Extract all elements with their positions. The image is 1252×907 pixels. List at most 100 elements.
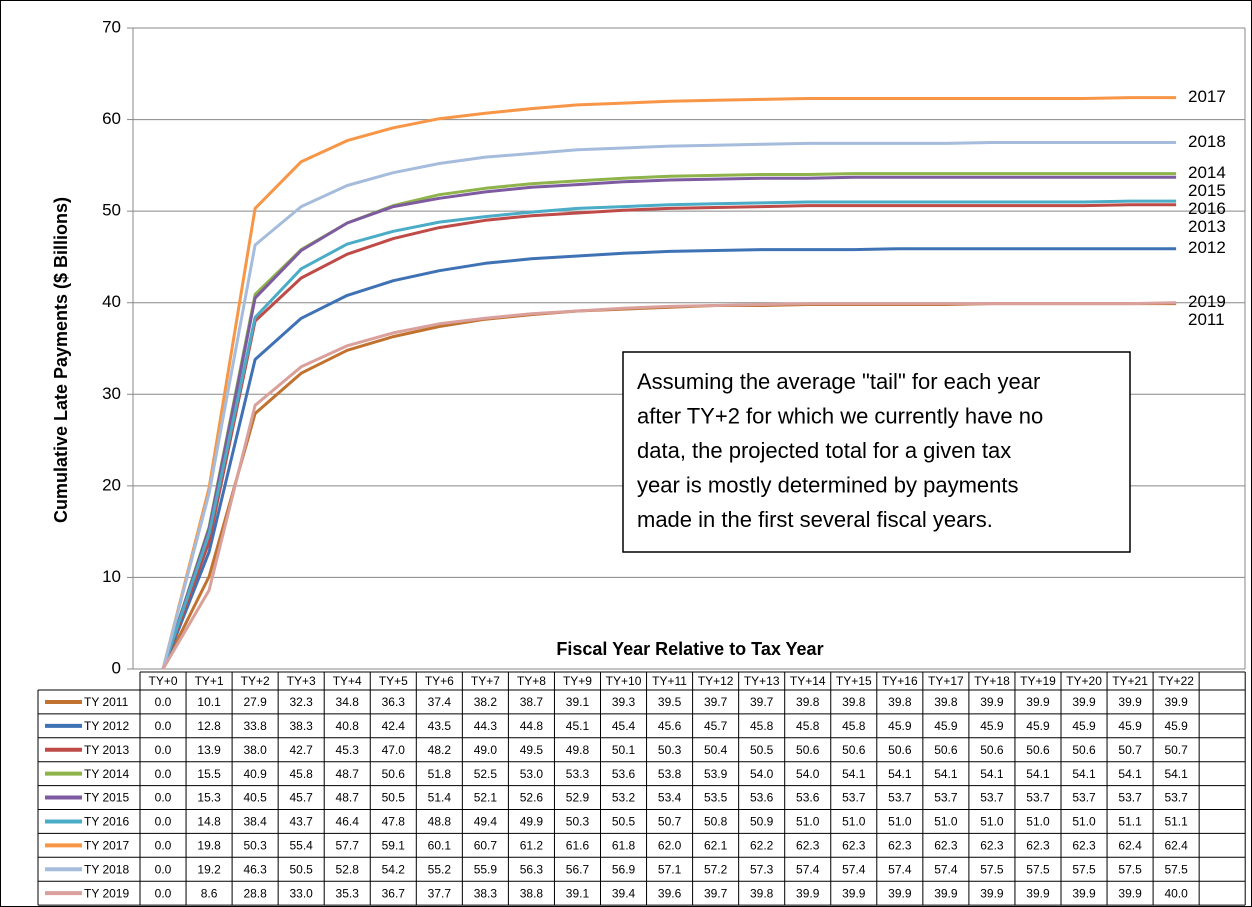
table-cell: 57.5 [980, 862, 1004, 876]
table-cell: 54.2 [382, 862, 406, 876]
table-cell: 50.1 [612, 743, 636, 757]
table-cell: 54.1 [1164, 767, 1188, 781]
table-cell: 51.1 [1118, 815, 1142, 829]
table-cell: 61.6 [566, 839, 590, 853]
table-cell: 49.9 [520, 815, 544, 829]
table-cell: 39.9 [1118, 886, 1142, 900]
table-cell: 47.8 [382, 815, 406, 829]
table-cell: 45.8 [750, 719, 774, 733]
table-cell: 62.3 [888, 839, 912, 853]
table-cell: 40.8 [336, 719, 360, 733]
table-cell: 39.9 [1118, 695, 1142, 709]
table-cell: 45.9 [980, 719, 1004, 733]
table-cell: 48.7 [336, 767, 360, 781]
table-cell: 53.7 [1072, 791, 1096, 805]
table-cell: 51.0 [980, 815, 1004, 829]
table-cell: 53.2 [612, 791, 636, 805]
table-cell: 38.3 [289, 719, 313, 733]
table-cell: 62.2 [750, 839, 774, 853]
table-cell: 57.5 [1118, 862, 1142, 876]
table-cell: 52.9 [566, 791, 590, 805]
legend-label: TY 2018 [84, 862, 129, 876]
table-cell: 53.6 [796, 791, 820, 805]
y-tick-label: 50 [102, 201, 121, 220]
table-cell: 39.1 [566, 695, 590, 709]
table-cell: 57.5 [1026, 862, 1050, 876]
x-tick-label: TY+2 [241, 674, 270, 688]
table-cell: 53.7 [1118, 791, 1142, 805]
table-cell: 13.9 [197, 743, 221, 757]
table-cell: 39.9 [796, 886, 820, 900]
x-axis-label: Fiscal Year Relative to Tax Year [556, 639, 823, 659]
table-cell: 45.8 [842, 719, 866, 733]
table-cell: 45.3 [336, 743, 360, 757]
table-cell: 38.7 [520, 695, 544, 709]
table-cell: 59.1 [382, 839, 406, 853]
legend-label: TY 2017 [84, 839, 129, 853]
x-tick-label: TY+22 [1158, 674, 1194, 688]
table-cell: 51.1 [1164, 815, 1188, 829]
annotation-line: made in the first several fiscal years. [637, 507, 993, 532]
table-cell: 53.6 [612, 767, 636, 781]
table-cell: 50.6 [842, 743, 866, 757]
end-label: 2018 [1188, 132, 1226, 151]
x-tick-label: TY+6 [425, 674, 454, 688]
table-cell: 45.9 [888, 719, 912, 733]
table-cell: 19.2 [197, 862, 221, 876]
table-cell: 48.2 [428, 743, 452, 757]
table-cell: 37.4 [428, 695, 452, 709]
table-cell: 57.7 [336, 839, 360, 853]
table-cell: 45.1 [566, 719, 590, 733]
x-tick-label: TY+13 [744, 674, 780, 688]
table-cell: 55.9 [474, 862, 498, 876]
table-cell: 62.3 [842, 839, 866, 853]
table-cell: 38.4 [243, 815, 267, 829]
table-cell: 48.8 [428, 815, 452, 829]
annotation-line: year is mostly determined by payments [637, 472, 1019, 497]
annotation-line: data, the projected total for a given ta… [637, 438, 1011, 463]
table-cell: 36.3 [382, 695, 406, 709]
table-cell: 54.1 [1072, 767, 1096, 781]
table-cell: 50.5 [382, 791, 406, 805]
legend-label: TY 2013 [84, 743, 129, 757]
y-tick-label: 70 [102, 17, 121, 36]
table-cell: 62.3 [1072, 839, 1096, 853]
table-cell: 0.0 [155, 862, 172, 876]
table-cell: 57.3 [750, 862, 774, 876]
table-cell: 38.8 [520, 886, 544, 900]
table-cell: 45.7 [289, 791, 313, 805]
data-table: TY+0 TY+1 TY+2 TY+3 TY+4 TY+5 TY+6 TY+7 TY+8 TY+9… [37, 671, 1246, 906]
table-cell: 49.0 [474, 743, 498, 757]
table-cell: 34.8 [336, 695, 360, 709]
annotation-box [622, 351, 1131, 553]
y-tick-label: 60 [102, 109, 121, 128]
table-cell: 61.2 [520, 839, 544, 853]
end-label: 2012 [1188, 238, 1226, 257]
table-cell: 54.1 [842, 767, 866, 781]
table-cell: 54.0 [750, 767, 774, 781]
table-cell: 15.3 [197, 791, 221, 805]
table-cell: 39.3 [612, 695, 636, 709]
table-cell: 53.7 [1164, 791, 1188, 805]
table-cell: 51.4 [428, 791, 452, 805]
table-cell: 56.7 [566, 862, 590, 876]
y-tick-label: 40 [102, 292, 121, 311]
table-cell: 45.6 [658, 719, 682, 733]
x-tick-label: TY+12 [698, 674, 734, 688]
table-cell: 39.9 [842, 886, 866, 900]
table-cell: 39.9 [1026, 695, 1050, 709]
x-tick-label: TY+10 [606, 674, 642, 688]
table-cell: 10.1 [197, 695, 221, 709]
table-cell: 38.2 [474, 695, 498, 709]
table-cell: 45.9 [1072, 719, 1096, 733]
table-cell: 55.4 [289, 839, 313, 853]
table-cell: 19.8 [197, 839, 221, 853]
table-cell: 53.9 [704, 767, 728, 781]
table-cell: 0.0 [155, 886, 172, 900]
table-cell: 51.0 [842, 815, 866, 829]
table-cell: 50.5 [750, 743, 774, 757]
table-cell: 53.7 [888, 791, 912, 805]
end-label: 2013 [1188, 217, 1226, 236]
